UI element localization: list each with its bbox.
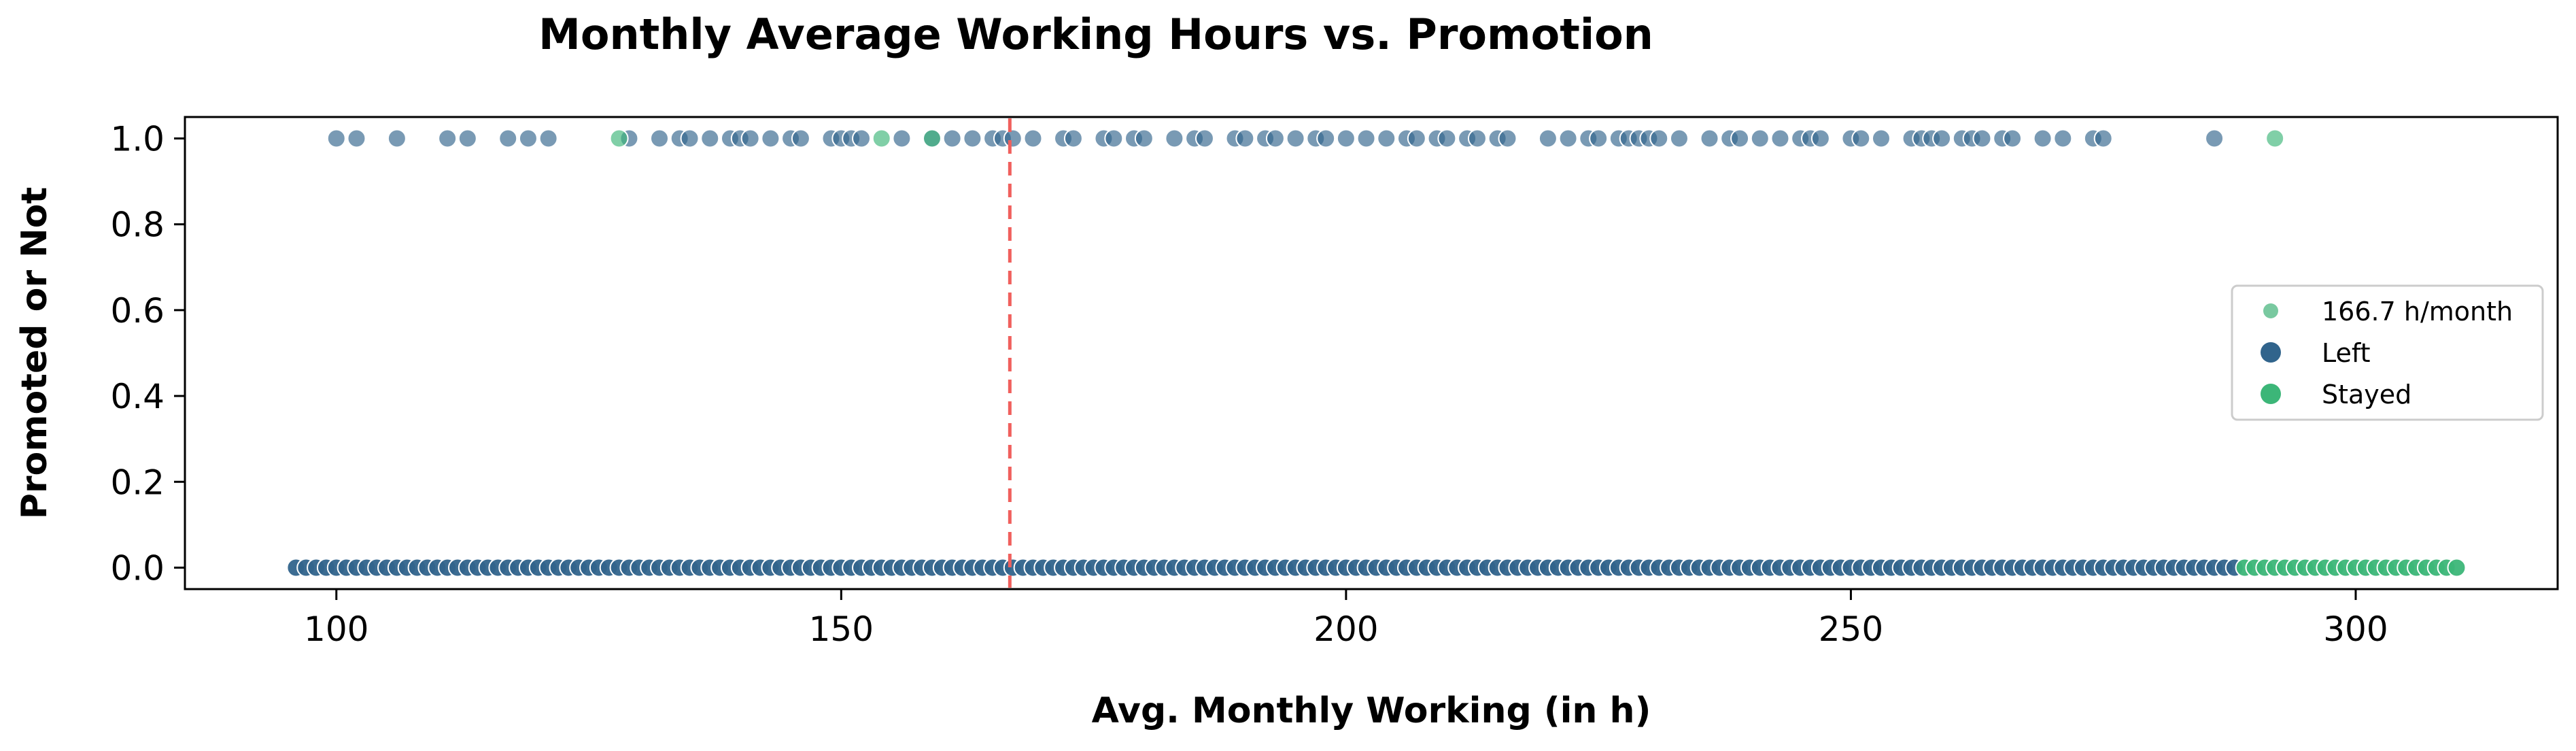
point-left-211: [791, 129, 810, 148]
point-left-194: [347, 129, 366, 148]
legend-marker-left: [2261, 342, 2281, 363]
chart-title: Monthly Average Working Hours vs. Promot…: [538, 10, 1653, 59]
point-left-280: [2003, 129, 2023, 148]
legend-box: [2231, 284, 2544, 421]
plot-frame: [184, 116, 2559, 590]
point-left-282: [2053, 129, 2073, 148]
point-left-271: [1871, 129, 1891, 148]
y-tick-label-3: 0.6: [110, 291, 165, 331]
point-left-223: [1023, 129, 1043, 148]
point-left-193: [326, 129, 346, 148]
x-tick-label-0: 100: [304, 610, 368, 649]
point-left-252: [1558, 129, 1578, 148]
plot-area: [184, 116, 2559, 590]
point-left-204: [680, 129, 700, 148]
legend-label-stayed: Stayed: [2322, 380, 2411, 410]
point-left-251: [1538, 129, 1558, 148]
point-left-195: [387, 129, 407, 148]
point-left-284: [2093, 129, 2113, 148]
x-tick-label-1: 150: [809, 610, 874, 649]
legend-marker-stayed: [2261, 384, 2281, 404]
point-left-216: [892, 129, 912, 148]
point-left-259: [1649, 129, 1669, 148]
legend: 166.7 h/month Left Stayed: [2231, 284, 2544, 421]
point-stayed-22: [609, 129, 629, 148]
point-left-198: [498, 129, 518, 148]
y-axis-label: Promoted or Not: [14, 187, 55, 519]
point-left-278: [1972, 129, 1992, 148]
point-left-248: [1467, 129, 1487, 148]
point-left-254: [1589, 129, 1609, 148]
point-left-264: [1750, 129, 1770, 148]
point-left-236: [1265, 129, 1285, 148]
point-left-202: [650, 129, 669, 148]
legend-label-left: Left: [2322, 338, 2371, 368]
point-left-200: [538, 129, 558, 148]
point-left-234: [1235, 129, 1255, 148]
point-stayed-21: [2447, 558, 2467, 578]
y-axis-ticks: 0.0 0.2 0.4 0.6 0.8 1.0: [110, 120, 185, 588]
x-tick-label-4: 300: [2323, 610, 2388, 649]
y-tick-label-0: 0.0: [110, 548, 165, 588]
point-left-242: [1377, 129, 1396, 148]
point-left-215: [852, 129, 872, 148]
point-left-229: [1134, 129, 1154, 148]
point-left-237: [1286, 129, 1305, 148]
y-tick-label-1: 0.2: [110, 463, 165, 502]
y-tick-label-4: 0.8: [110, 205, 165, 245]
point-left-196: [438, 129, 458, 148]
point-left-227: [1104, 129, 1124, 148]
point-left-197: [458, 129, 477, 148]
y-tick-label-5: 1.0: [110, 120, 165, 159]
legend-marker-reference: [2263, 303, 2278, 318]
point-left-250: [1498, 129, 1517, 148]
point-left-208: [740, 129, 760, 148]
point-left-222: [1003, 129, 1023, 148]
point-left-275: [1932, 129, 1952, 148]
point-left-218: [942, 129, 962, 148]
point-left-225: [1063, 129, 1083, 148]
x-tick-label-2: 200: [1313, 610, 1378, 649]
point-stayed-25: [2265, 129, 2285, 148]
x-axis-label: Avg. Monthly Working (in h): [1092, 690, 1651, 731]
point-stayed-23: [872, 129, 891, 148]
point-left-265: [1770, 129, 1790, 148]
point-left-239: [1316, 129, 1336, 148]
x-tick-label-3: 250: [1819, 610, 1883, 649]
point-left-205: [700, 129, 720, 148]
point-left-240: [1336, 129, 1356, 148]
point-left-263: [1730, 129, 1750, 148]
point-left-285: [2205, 129, 2225, 148]
point-left-232: [1195, 129, 1214, 148]
point-left-219: [963, 129, 982, 148]
points-layer: [286, 129, 2467, 578]
y-tick-label-2: 0.4: [110, 377, 165, 416]
point-left-244: [1407, 129, 1426, 148]
legend-label-reference: 166.7 h/month: [2322, 297, 2513, 327]
point-left-241: [1356, 129, 1376, 148]
point-stayed-24: [922, 129, 942, 148]
point-left-199: [518, 129, 538, 148]
x-axis-ticks: 100 150 200 250 300: [304, 589, 2388, 649]
point-left-261: [1700, 129, 1719, 148]
point-left-260: [1669, 129, 1689, 148]
point-left-270: [1851, 129, 1871, 148]
point-left-246: [1437, 129, 1457, 148]
point-left-230: [1165, 129, 1184, 148]
point-left-209: [761, 129, 780, 148]
point-left-281: [2033, 129, 2053, 148]
point-left-268: [1810, 129, 1830, 148]
